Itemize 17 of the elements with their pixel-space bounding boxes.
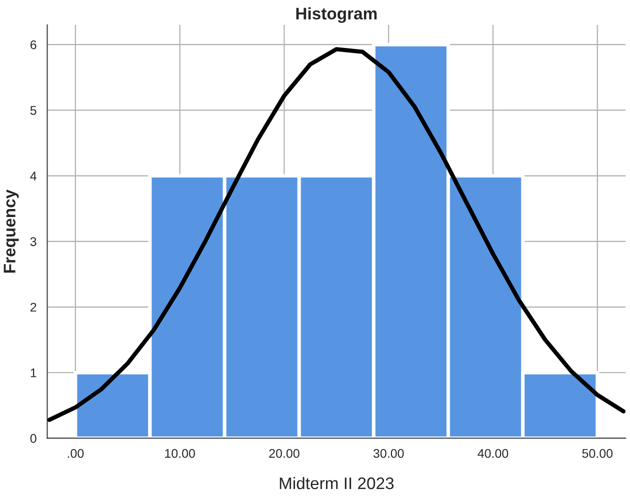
chart-title: Histogram [296,7,377,23]
y-tick-label: 6 [30,40,36,50]
x-tick-label: 20.00 [269,448,300,458]
y-axis-title: Frequency [4,190,19,273]
x-tick-label: 30.00 [373,448,404,458]
x-tick-label: .00 [68,448,84,458]
y-tick-label: 5 [30,106,36,115]
y-tick-label: 2 [30,302,36,312]
y-tick-label: 0 [30,434,36,443]
x-tick-label: 10.00 [165,448,195,458]
y-tick-label: 1 [30,368,36,378]
x-tick-label: 50.00 [582,448,613,458]
line-series [47,47,626,422]
x-tick-label: 40.00 [478,448,508,458]
y-tick-label: 3 [30,237,36,246]
y-tick-label: 4 [30,172,36,180]
x-axis-title: Midterm II 2023 [280,476,394,490]
